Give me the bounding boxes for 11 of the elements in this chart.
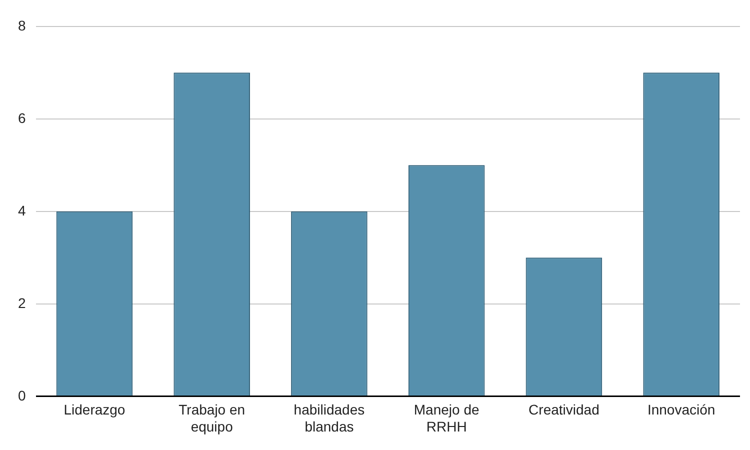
x-tick-label: Trabajo en equipo [178,402,246,434]
x-tick-label: Creatividad [528,402,600,418]
x-tick-label: Innovación [647,402,716,418]
x-tick-label: Liderazgo [64,402,126,418]
y-tick-label: 2 [18,294,26,311]
x-tick-label: Manejo de RRHH [414,402,480,434]
x-tick-label: habilidades blandas [294,402,365,434]
y-tick-label: 0 [18,387,26,404]
y-tick-label: 4 [18,202,26,218]
y-tick-label: 6 [18,110,26,126]
y-tick-label: 8 [18,17,26,34]
